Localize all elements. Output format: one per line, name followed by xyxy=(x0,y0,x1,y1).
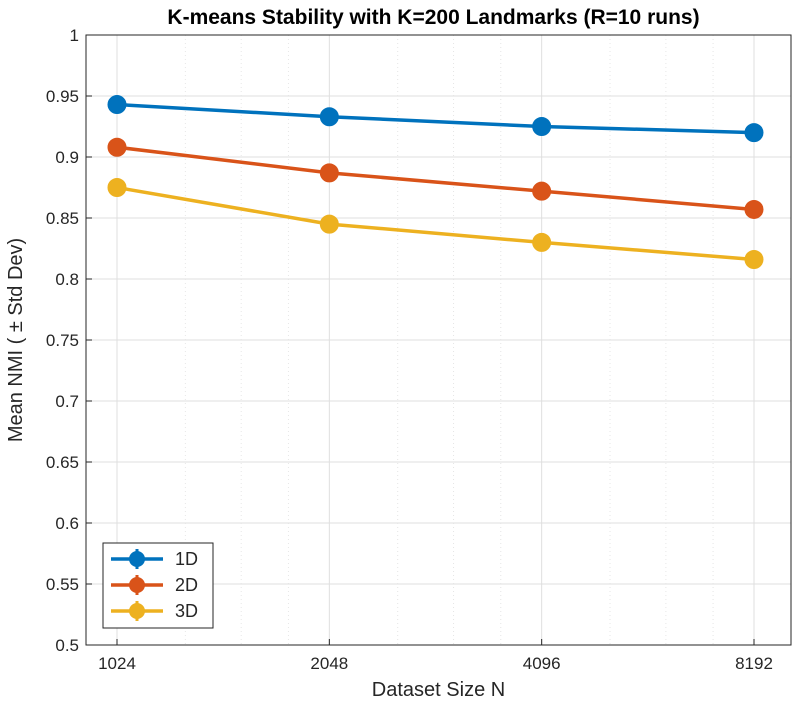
series-line xyxy=(116,145,755,212)
y-tick-label: 0.55 xyxy=(46,575,79,594)
legend-label: 2D xyxy=(175,575,198,595)
data-point xyxy=(107,137,127,157)
series-group xyxy=(107,95,764,269)
legend-marker xyxy=(129,577,145,593)
x-tick-label: 4096 xyxy=(523,654,561,673)
series-line xyxy=(116,102,755,135)
x-axis-label: Dataset Size N xyxy=(372,679,505,701)
series-3D xyxy=(107,178,764,269)
series-2D xyxy=(107,137,764,219)
x-tick-label: 2048 xyxy=(310,654,348,673)
legend-entry: 3D xyxy=(111,601,198,621)
data-point xyxy=(532,181,552,201)
x-tick-label: 1024 xyxy=(98,654,136,673)
legend: 1D 2D 3D xyxy=(102,542,214,629)
x-axis: 1024 2048 4096 8192 xyxy=(98,639,773,673)
series-1D xyxy=(107,95,764,143)
y-tick-label: 0.6 xyxy=(55,514,79,533)
legend-label: 1D xyxy=(175,549,198,569)
series-line xyxy=(116,185,755,262)
y-tick-label: 0.8 xyxy=(55,270,79,289)
y-tick-label: 0.85 xyxy=(46,209,79,228)
y-tick-label: 0.9 xyxy=(55,148,79,167)
data-point xyxy=(744,249,764,269)
y-tick-label: 1 xyxy=(70,26,79,45)
data-point xyxy=(319,107,339,127)
legend-marker xyxy=(129,551,145,567)
y-tick-label: 0.7 xyxy=(55,392,79,411)
data-point xyxy=(532,117,552,136)
y-tick-label: 0.65 xyxy=(46,453,79,472)
y-axis: 0.5 0.55 0.6 0.65 0.7 0.75 0.8 0.85 0.9 0.95 1 xyxy=(46,26,92,655)
data-point xyxy=(107,178,127,197)
y-tick-label: 0.75 xyxy=(46,331,79,350)
y-axis-label: Mean NMI ( ± Std Dev) xyxy=(5,238,27,442)
legend-marker xyxy=(129,603,145,619)
x-tick-label: 8192 xyxy=(735,654,773,673)
legend-entry: 1D xyxy=(111,549,198,569)
legend-entry: 2D xyxy=(111,575,198,595)
data-point xyxy=(744,199,764,219)
data-point xyxy=(319,163,339,183)
y-tick-label: 0.5 xyxy=(55,636,79,655)
data-point xyxy=(107,95,127,115)
chart-title: K-means Stability with K=200 Landmarks (… xyxy=(167,6,699,29)
data-point xyxy=(319,214,339,234)
legend-label: 3D xyxy=(175,601,198,621)
data-point xyxy=(532,232,552,252)
y-tick-label: 0.95 xyxy=(46,87,79,106)
data-point xyxy=(744,123,764,143)
